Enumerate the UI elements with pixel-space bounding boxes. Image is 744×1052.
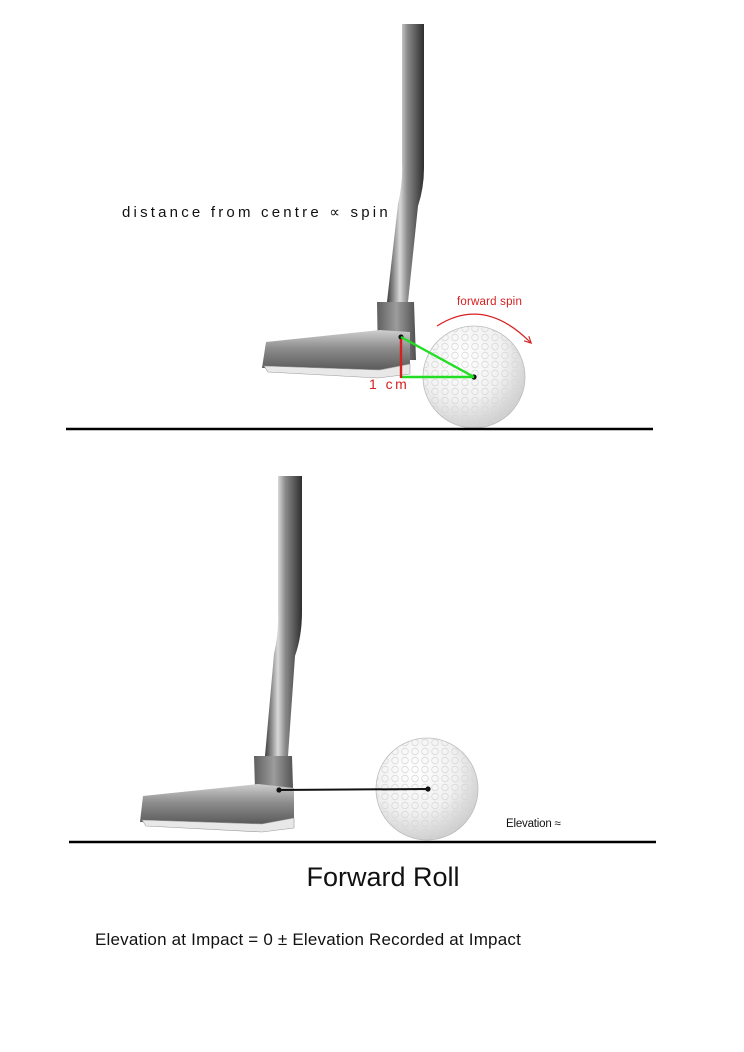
distance-spin-annotation: distance from centre ∝ spin bbox=[122, 204, 391, 221]
offset-distance-label: 1 cm bbox=[369, 376, 410, 392]
bottom-diagram bbox=[69, 476, 656, 844]
elevation-label: Elevation ≈ bbox=[506, 818, 561, 830]
putter-shaft bbox=[265, 476, 302, 756]
page-title: Forward Roll bbox=[306, 862, 460, 892]
elevation-formula: Elevation at Impact = 0 ± Elevation Reco… bbox=[95, 930, 521, 949]
putter-head bbox=[262, 330, 410, 370]
forward-spin-arrow bbox=[436, 313, 530, 342]
putter-sole bbox=[263, 363, 411, 379]
forward-spin-label: forward spin bbox=[457, 296, 523, 308]
putter-head bbox=[140, 784, 294, 824]
putter-bottom bbox=[140, 476, 302, 833]
centre-alignment-line bbox=[278, 788, 429, 791]
putter-sole bbox=[141, 817, 295, 833]
putter-shaft bbox=[387, 24, 424, 302]
angle-line-upper bbox=[400, 335, 475, 379]
putter-top bbox=[262, 24, 424, 379]
top-diagram bbox=[66, 24, 653, 431]
